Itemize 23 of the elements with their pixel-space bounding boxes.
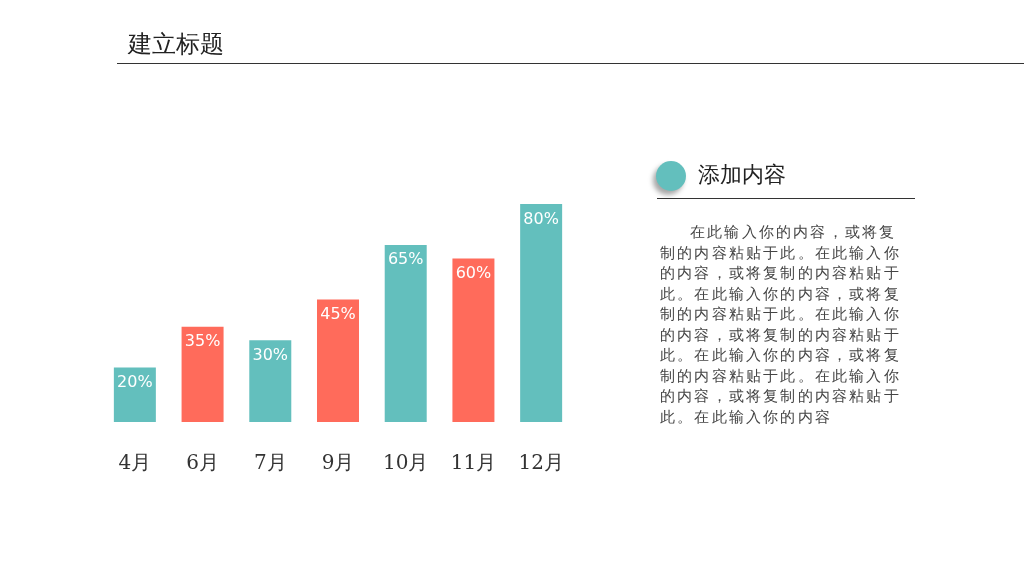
data-label: 20% xyxy=(117,372,153,391)
bar xyxy=(249,340,292,422)
x-tick-label: 12月 xyxy=(518,450,564,474)
data-label: 30% xyxy=(252,344,289,364)
data-label: 60% xyxy=(455,263,492,282)
text: 添加内容 xyxy=(698,161,786,189)
text: 在此输入你的内容，或将复制的内容粘贴于此。在此输入你的内容，或将复制的内容粘贴于此。在此输入你的内容，或将复制的内容粘贴于此。在此输入你的内容，或将复制的内容粘贴于此。在此输入你的内容，或将复制的内容粘贴于此。在此输入你的内容，或将复制的内容粘贴于此。在此输入你的内容 xyxy=(660,223,901,426)
data-label: 80% xyxy=(523,208,559,228)
x-tick-label: 6月 xyxy=(186,450,219,474)
x-tick-label: 7月 xyxy=(253,450,287,474)
x-tick-label: 11月 xyxy=(450,450,497,474)
bar xyxy=(181,326,224,422)
x-tick-label: 10月 xyxy=(382,450,429,474)
bar xyxy=(317,299,359,422)
chart-title: 建立标题 xyxy=(128,29,224,60)
x-tick-label: 4月 xyxy=(118,450,152,474)
data-label: 45% xyxy=(320,303,356,323)
x-tick-label: 9月 xyxy=(321,450,355,474)
bar xyxy=(452,258,495,422)
data-label: 65% xyxy=(387,249,424,269)
bar xyxy=(384,244,427,422)
bar xyxy=(520,204,563,422)
data-label: 35% xyxy=(184,331,221,351)
